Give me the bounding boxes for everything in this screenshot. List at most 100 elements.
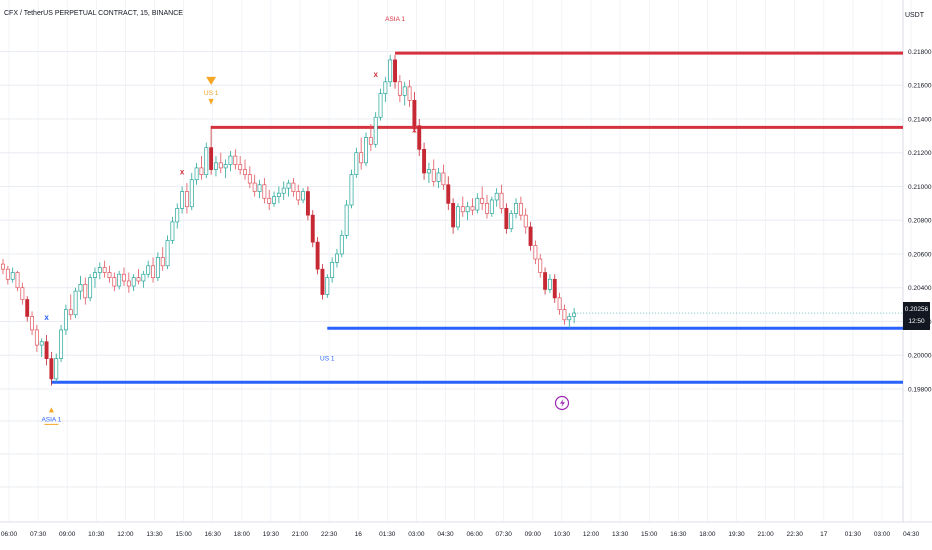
candle-body	[73, 290, 78, 316]
candle-body	[175, 208, 180, 223]
x-tick-label: 15:00	[175, 531, 192, 538]
candle-body	[117, 273, 122, 287]
candle-body	[310, 214, 315, 243]
x-tick-label: 10:30	[88, 531, 105, 538]
y-tick-label: 0.20000	[908, 353, 932, 360]
candle-body	[456, 206, 460, 228]
current-price-label: 0.20256 12:50	[903, 302, 930, 330]
candle-body	[359, 152, 364, 164]
replay-icon[interactable]	[554, 395, 570, 411]
candle-body	[451, 202, 456, 228]
candle-body	[557, 297, 562, 311]
candle-body	[88, 277, 93, 299]
candle-body	[223, 164, 228, 169]
x-tick-label: 16:30	[205, 531, 222, 538]
candle-body	[417, 125, 422, 150]
y-tick-label: 0.21200	[908, 150, 932, 157]
candle-body	[30, 316, 34, 331]
x-tick-label: 07:30	[496, 531, 513, 538]
candle-body	[59, 329, 64, 359]
candle-body	[262, 184, 267, 199]
candle-body	[252, 182, 257, 192]
candle-body	[214, 162, 218, 170]
candle-body	[170, 221, 175, 241]
candle-body	[397, 81, 402, 96]
candle-body	[39, 341, 44, 346]
candle-body	[136, 277, 141, 282]
candle-body	[388, 59, 393, 83]
x-tick-label: 22:30	[321, 531, 338, 538]
x-tick-label: 09:00	[525, 531, 542, 538]
x-tick-label: 01:30	[845, 531, 862, 538]
candle-body	[1, 263, 5, 270]
candle-body	[354, 152, 359, 175]
y-tick-label: 0.21000	[908, 184, 932, 191]
candle-body	[528, 226, 533, 246]
candle-body	[238, 164, 243, 170]
x-tick-label: 18:00	[699, 531, 716, 538]
candle-body	[562, 309, 567, 321]
x-tick-label: 21:00	[292, 531, 309, 538]
session-label: US 1	[204, 90, 219, 97]
y-tick-label: 0.20400	[908, 285, 932, 292]
candle-body	[44, 341, 49, 359]
candle-body	[426, 169, 431, 174]
x-tick-label: 17	[820, 531, 828, 538]
candle-body	[378, 93, 383, 118]
candle-body	[218, 162, 223, 169]
x-tick-label: 13:30	[146, 531, 163, 538]
candle-body	[509, 213, 514, 230]
candle-body	[68, 309, 73, 316]
candle-body	[15, 272, 20, 289]
candle-body	[538, 258, 543, 273]
candle-body	[296, 191, 301, 201]
candle-body	[286, 182, 291, 189]
candle-body	[364, 137, 368, 164]
candle-body	[494, 192, 499, 201]
candle-body	[20, 287, 25, 300]
candle-body	[281, 187, 286, 194]
candle-body	[436, 172, 441, 182]
candle-body	[514, 202, 518, 214]
x-marker: x	[180, 168, 185, 177]
candle-body	[305, 191, 310, 216]
candle-body	[189, 179, 194, 208]
candle-body	[330, 262, 335, 278]
candle-body	[228, 155, 233, 165]
candle-body	[122, 273, 126, 282]
candle-body	[489, 199, 494, 214]
y-tick-label: 0.21600	[908, 83, 932, 90]
x-tick-label: 16:30	[670, 531, 687, 538]
candle-body	[233, 155, 238, 165]
candle-body	[199, 167, 204, 175]
candle-body	[431, 169, 436, 182]
candle-body	[422, 148, 427, 174]
candle-body	[470, 206, 475, 211]
candle-body	[291, 182, 296, 192]
x-tick-label: 03:00	[874, 531, 891, 538]
candle-body	[146, 265, 151, 275]
candle-body	[107, 272, 112, 278]
currency-label: USDT	[904, 12, 924, 19]
x-tick-label: 07:30	[30, 531, 47, 538]
candle-body	[83, 284, 88, 299]
candle-body	[272, 196, 276, 204]
candle-body	[93, 272, 97, 278]
candle-body	[126, 280, 131, 287]
candle-body	[180, 191, 185, 209]
candle-body	[441, 172, 446, 186]
candle-body	[335, 253, 339, 263]
candle-body	[368, 137, 373, 145]
y-tick-label: 0.20600	[908, 251, 932, 258]
y-tick-label: 0.19800	[908, 387, 932, 394]
x-tick-label: 19:30	[728, 531, 745, 538]
candle-body	[523, 214, 528, 228]
candle-body	[155, 257, 160, 278]
candle-body	[320, 268, 325, 295]
candle-body	[315, 241, 320, 270]
candle-body	[25, 299, 30, 317]
x-marker: x	[412, 125, 417, 134]
y-tick-label: 0.21800	[908, 49, 932, 56]
x-tick-label: 15:00	[641, 531, 658, 538]
